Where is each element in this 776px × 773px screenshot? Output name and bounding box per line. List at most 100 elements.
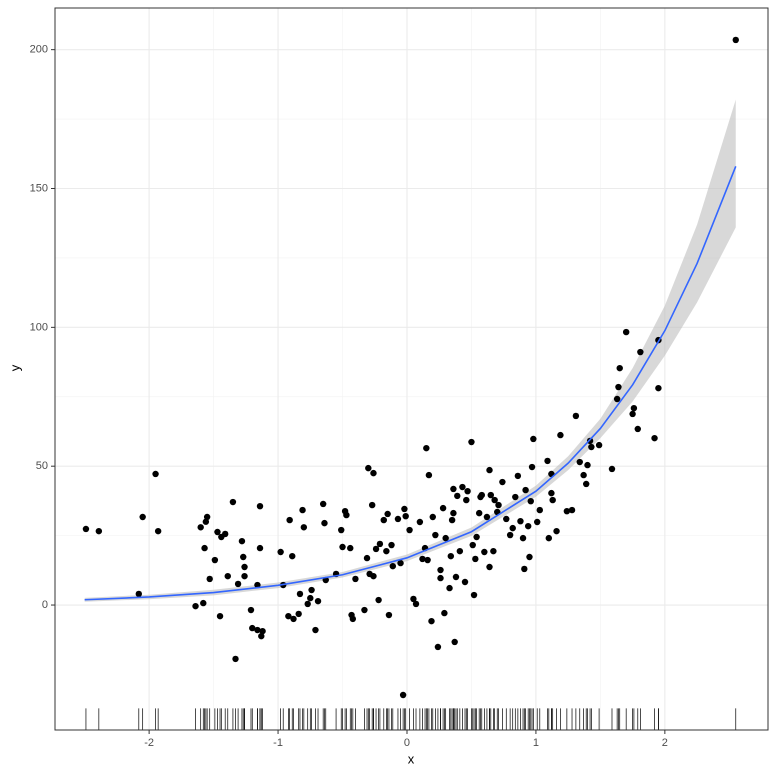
point [397, 559, 404, 567]
x-axis-title: x [408, 751, 415, 766]
point [534, 518, 541, 526]
point [211, 556, 219, 564]
point [634, 425, 641, 433]
point [506, 531, 514, 539]
point [472, 555, 479, 563]
point [299, 506, 306, 514]
point [461, 578, 469, 586]
point [469, 541, 476, 549]
point [307, 594, 314, 602]
point [375, 596, 382, 604]
point [448, 516, 456, 524]
point [428, 617, 435, 625]
point [361, 606, 368, 614]
point [416, 518, 424, 526]
point [586, 437, 594, 445]
point [241, 563, 248, 571]
point [464, 487, 471, 495]
point [229, 498, 237, 506]
point [410, 595, 417, 603]
point [221, 530, 229, 538]
point [308, 586, 315, 594]
point [437, 566, 444, 574]
point [380, 516, 387, 524]
point [557, 431, 564, 439]
point [370, 469, 377, 477]
point [437, 574, 444, 582]
point [630, 404, 638, 412]
point [338, 526, 345, 534]
point [526, 553, 533, 561]
point [363, 554, 371, 562]
point [399, 691, 407, 699]
point [503, 515, 510, 523]
point [452, 573, 460, 581]
point [432, 531, 439, 539]
panel-background [55, 8, 768, 730]
point [608, 465, 616, 473]
point [295, 610, 302, 618]
x-tick-label: -2 [144, 737, 154, 749]
point [286, 516, 293, 524]
point [580, 471, 587, 479]
point [491, 496, 498, 504]
point [512, 493, 519, 501]
point [249, 624, 256, 632]
point [613, 395, 621, 403]
point [572, 412, 580, 420]
point [478, 491, 485, 499]
point [486, 466, 493, 474]
point [459, 483, 466, 491]
point [481, 548, 488, 556]
point [522, 486, 529, 494]
point [300, 524, 308, 531]
point [152, 470, 159, 478]
point [424, 556, 431, 564]
point [521, 565, 528, 573]
point [290, 615, 297, 623]
point [285, 612, 292, 620]
point [214, 528, 221, 536]
point [451, 638, 458, 646]
point [238, 537, 246, 545]
y-tick-label: 0 [42, 599, 48, 611]
point [584, 461, 591, 469]
point [349, 615, 357, 623]
point [637, 348, 644, 356]
y-tick-label: 100 [30, 321, 48, 333]
point [468, 438, 475, 446]
point [402, 512, 409, 520]
point [441, 609, 448, 617]
point [470, 591, 478, 599]
y-axis-title: y [7, 364, 22, 371]
point [419, 555, 426, 563]
x-tick-label: -1 [273, 737, 283, 749]
point [232, 655, 239, 663]
point [450, 485, 457, 493]
x-tick-label: 1 [533, 737, 539, 749]
point [406, 526, 413, 534]
point [423, 444, 430, 452]
panel-border [54, 7, 769, 731]
point [595, 441, 603, 449]
point [622, 328, 630, 336]
point [304, 600, 311, 608]
x-tick-label: 2 [662, 737, 668, 749]
point [389, 562, 397, 570]
y-tick-label: 200 [30, 44, 48, 56]
point [314, 597, 322, 605]
point [256, 502, 264, 510]
smooth-line [84, 165, 737, 601]
point [384, 510, 391, 518]
point [376, 540, 384, 548]
point [495, 501, 502, 509]
point [456, 547, 464, 555]
point [530, 435, 537, 443]
point [368, 501, 376, 509]
point [247, 606, 255, 614]
point [548, 489, 555, 497]
point [312, 626, 319, 634]
point [509, 524, 516, 532]
point [321, 519, 328, 527]
